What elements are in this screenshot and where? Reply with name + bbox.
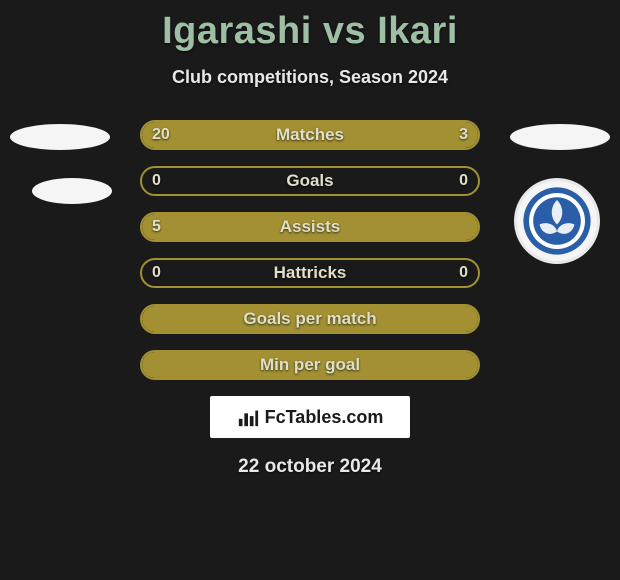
comparison-chart: 20 Matches 3 0 Goals 0 5 Assists 0 Hattr… [0,120,620,380]
stat-value-right: 0 [459,264,468,282]
page-title: Igarashi vs Ikari [0,0,620,53]
stat-label: Goals [142,171,478,191]
stat-row-min-per-goal: Min per goal [140,350,480,380]
stat-row-goals: 0 Goals 0 [140,166,480,196]
stat-label: Matches [142,125,478,145]
stat-label: Assists [142,217,478,237]
date-label: 22 october 2024 [0,456,620,478]
stat-value-right: 0 [459,172,468,190]
subtitle: Club competitions, Season 2024 [0,67,620,88]
stat-row-assists: 5 Assists [140,212,480,242]
stat-label: Min per goal [142,355,478,375]
stat-row-hattricks: 0 Hattricks 0 [140,258,480,288]
stat-value-right: 3 [459,126,468,144]
stat-row-goals-per-match: Goals per match [140,304,480,334]
stat-label: Goals per match [142,309,478,329]
branding-text: FcTables.com [265,407,384,428]
branding-bars-icon [237,406,259,428]
branding-badge[interactable]: FcTables.com [210,396,410,438]
stat-label: Hattricks [142,263,478,283]
stat-row-matches: 20 Matches 3 [140,120,480,150]
